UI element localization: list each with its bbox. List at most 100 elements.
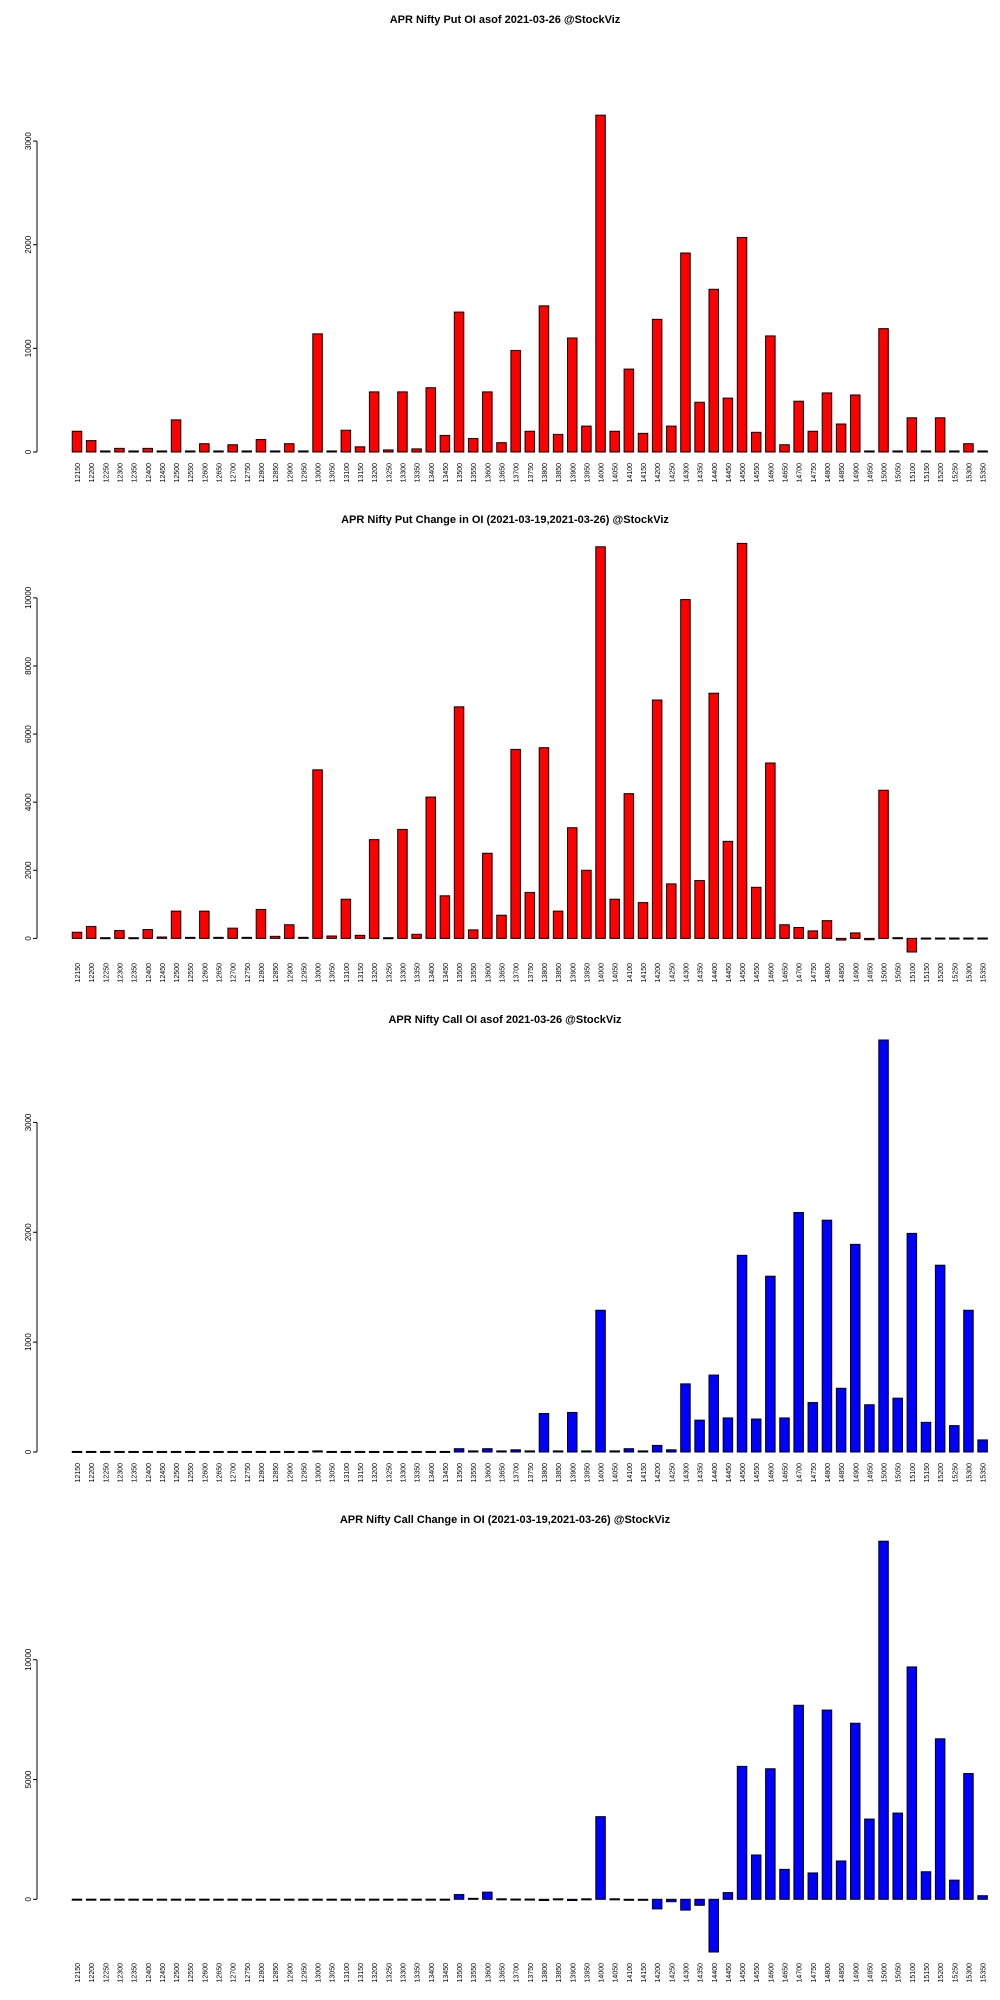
- x-tick-label: 13600: [485, 963, 492, 983]
- x-tick-label: 13300: [400, 463, 407, 483]
- x-tick-label: 14950: [867, 1963, 874, 1983]
- bar: [170, 1450, 182, 1453]
- x-tick-label: 12450: [160, 963, 167, 983]
- bar: [538, 747, 550, 939]
- bar: [949, 1879, 960, 1900]
- bar: [71, 1450, 83, 1453]
- bar: [326, 1450, 337, 1453]
- x-tick-label: 12450: [160, 1963, 167, 1983]
- bar: [850, 1722, 861, 1900]
- bar: [241, 1450, 253, 1453]
- bar: [312, 1450, 323, 1453]
- bar: [864, 937, 875, 941]
- x-tick-label: 14600: [768, 463, 775, 483]
- x-tick-label: 13600: [485, 463, 492, 483]
- bar: [85, 1450, 97, 1453]
- x-tick-label: 13850: [556, 963, 563, 983]
- x-tick-label: 13800: [542, 463, 549, 483]
- bar: [411, 1898, 422, 1901]
- chart-title: APR Nifty Put OI asof 2021-03-26 @StockV…: [390, 14, 621, 26]
- x-tick-label: 14900: [853, 463, 860, 483]
- x-tick-label: 13250: [386, 963, 393, 983]
- bar: [963, 443, 974, 453]
- bar: [255, 1898, 267, 1901]
- bar: [213, 936, 224, 939]
- bar: [609, 1898, 620, 1901]
- x-tick-label: 13700: [514, 463, 521, 483]
- x-tick-label: 13400: [429, 1963, 436, 1983]
- bar: [666, 883, 677, 939]
- bar: [680, 252, 691, 453]
- bar: [128, 937, 139, 940]
- x-tick-label: 14550: [754, 963, 761, 983]
- bar: [85, 925, 97, 939]
- x-tick-label: 14600: [768, 1963, 775, 1983]
- bar: [227, 1450, 238, 1453]
- x-tick-label: 14100: [627, 1963, 634, 1983]
- x-tick-label: 12800: [259, 463, 266, 483]
- x-tick-label: 14400: [712, 963, 719, 983]
- x-tick-label: 13400: [429, 963, 436, 983]
- x-tick-label: 13700: [514, 1963, 521, 1983]
- bar: [340, 1450, 352, 1453]
- x-tick-label: 13200: [372, 1463, 379, 1483]
- bar: [199, 443, 210, 453]
- x-tick-label: 14400: [712, 1963, 719, 1983]
- x-tick-label: 13350: [415, 463, 422, 483]
- x-tick-label: 12150: [75, 963, 82, 983]
- x-tick-label: 15000: [882, 1963, 889, 1983]
- bar: [354, 1450, 366, 1453]
- bars: [71, 1039, 988, 1453]
- bar: [920, 1421, 932, 1453]
- x-tick-label: 13600: [485, 1963, 492, 1983]
- x-tick-label: 12400: [146, 963, 153, 983]
- bar: [963, 937, 974, 940]
- y-tick-label: 4000: [24, 793, 33, 811]
- x-tick-label: 14050: [613, 463, 620, 483]
- y-tick-label: 2000: [24, 1223, 33, 1241]
- bar: [750, 431, 762, 453]
- bar: [128, 1898, 139, 1901]
- x-tick-label: 15100: [910, 963, 917, 983]
- put-oi-svg: APR Nifty Put OI asof 2021-03-26 @StockV…: [24, 14, 988, 483]
- x-tick-label: 14850: [839, 1463, 846, 1483]
- put-oi-chart: APR Nifty Put OI asof 2021-03-26 @StockV…: [0, 0, 1000, 500]
- x-tick-label: 15150: [924, 963, 931, 983]
- bar: [779, 444, 790, 453]
- x-tick-label: 13450: [443, 1463, 450, 1483]
- x-tick-label: 13100: [344, 1463, 351, 1483]
- bar: [368, 839, 380, 939]
- x-tick-label: 13350: [415, 963, 422, 983]
- x-tick-label: 14850: [839, 463, 846, 483]
- bar: [85, 1898, 97, 1901]
- x-tick-label: 12900: [287, 463, 294, 483]
- bar: [340, 898, 352, 939]
- bar: [609, 430, 620, 453]
- x-tick-label: 12700: [231, 463, 238, 483]
- bar: [651, 318, 663, 453]
- bar: [467, 929, 479, 939]
- bar: [453, 311, 465, 453]
- x-tick-label: 14300: [683, 1963, 690, 1983]
- x-tick-label: 14150: [641, 1963, 648, 1983]
- bar: [510, 1449, 521, 1453]
- bar: [765, 1275, 776, 1453]
- x-tick-label: 13600: [485, 1463, 492, 1483]
- put-change-oi-chart: APR Nifty Put Change in OI (2021-03-19,2…: [0, 500, 1000, 1000]
- x-tick-label: 14450: [726, 1463, 733, 1483]
- bars: [71, 1540, 988, 1953]
- x-tick-label: 12950: [301, 463, 308, 483]
- bar: [609, 898, 620, 939]
- x-tick-label: 13100: [344, 963, 351, 983]
- x-tick-label: 14300: [683, 463, 690, 483]
- bar: [524, 430, 536, 453]
- bar: [354, 446, 366, 453]
- bar: [482, 1448, 493, 1453]
- bar: [142, 1898, 153, 1901]
- x-tick-label: 12450: [160, 463, 167, 483]
- x-tick-label: 14800: [825, 1963, 832, 1983]
- bar: [637, 1898, 649, 1901]
- bar: [609, 1450, 620, 1453]
- bar: [100, 450, 111, 453]
- x-tick-label: 12700: [231, 1963, 238, 1983]
